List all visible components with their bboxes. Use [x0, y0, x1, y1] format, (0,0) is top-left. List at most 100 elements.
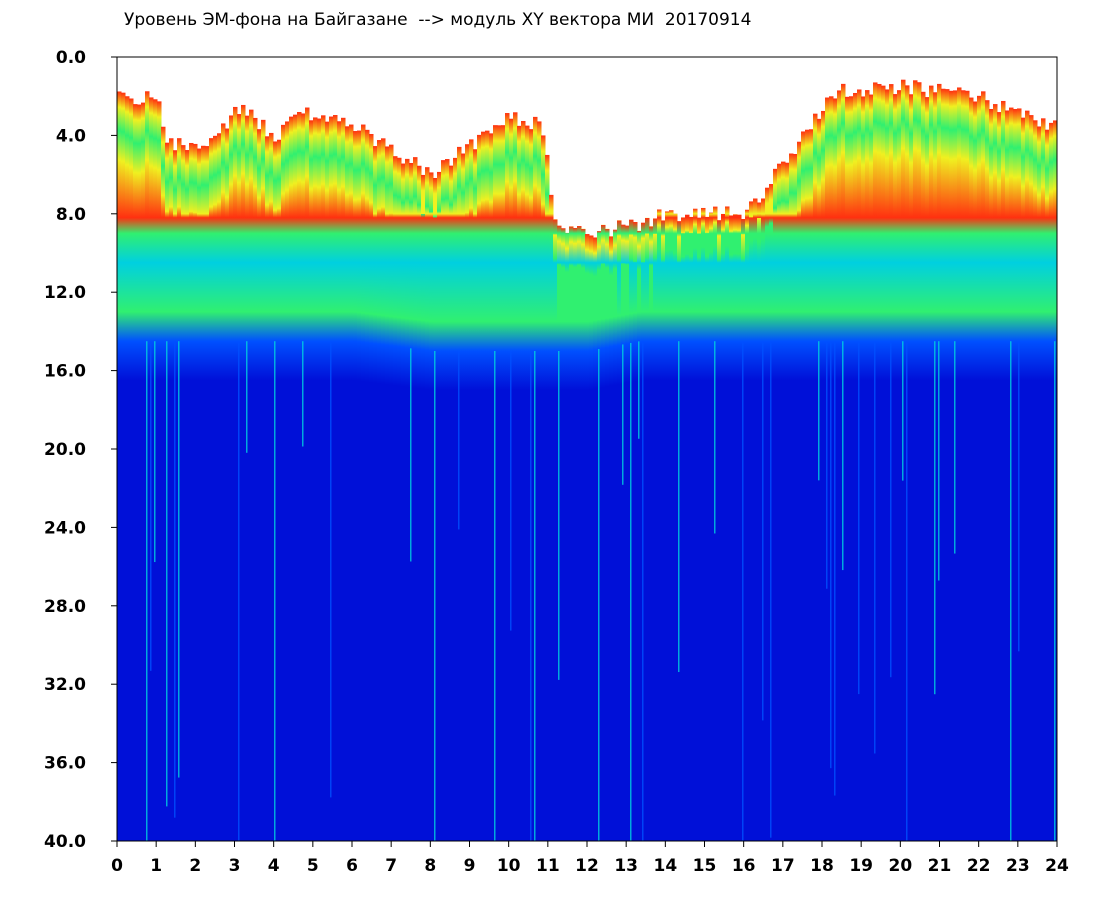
heatmap-area	[117, 79, 1058, 842]
heatmap-streak	[150, 341, 152, 671]
x-tick-label: 22	[967, 856, 991, 876]
heatmap-streak	[934, 341, 936, 695]
heatmap-column	[945, 89, 950, 841]
heatmap-column	[565, 232, 570, 841]
heatmap-column	[341, 117, 346, 841]
heatmap-column	[277, 139, 282, 841]
heatmap-column	[137, 104, 142, 842]
y-tick-label: 40.0	[44, 832, 86, 852]
heatmap-streak	[874, 341, 876, 754]
heatmap-column	[981, 91, 986, 841]
heatmap-column	[121, 92, 126, 842]
x-tick-label: 5	[307, 856, 319, 876]
heatmap-column	[261, 119, 266, 841]
heatmap-column	[253, 117, 258, 842]
heatmap-column	[593, 237, 598, 841]
heatmap-column	[397, 157, 402, 841]
heatmap-column	[417, 165, 422, 842]
heatmap-column	[501, 125, 506, 841]
heatmap-column	[313, 117, 318, 842]
heatmap-column	[813, 113, 818, 841]
heatmap-column	[245, 115, 250, 842]
x-tick-label: 11	[536, 856, 560, 876]
heatmap-column	[749, 201, 754, 842]
heatmap-column	[837, 90, 842, 842]
heatmap-column	[421, 174, 426, 841]
heatmap-streak	[598, 349, 600, 841]
heatmap-column	[705, 216, 710, 841]
heatmap-column	[685, 214, 690, 841]
heatmap-column	[385, 146, 390, 841]
heatmap-column	[577, 226, 582, 842]
heatmap-streak	[146, 341, 148, 841]
heatmap-column	[301, 113, 306, 842]
heatmap-column	[849, 96, 854, 842]
heatmap-column	[845, 96, 850, 841]
heatmap-streak	[238, 341, 240, 841]
heatmap-column	[133, 104, 138, 842]
heatmap-column	[129, 98, 134, 841]
heatmap-column	[653, 218, 658, 842]
heatmap-column	[305, 107, 310, 842]
heatmap-column	[281, 124, 286, 841]
heatmap-column	[709, 212, 714, 841]
x-tick-label: 18	[810, 856, 834, 876]
x-tick-label: 0	[111, 856, 123, 876]
heatmap-column	[561, 228, 566, 841]
y-tick-label: 20.0	[44, 440, 86, 460]
heatmap-column	[221, 123, 226, 842]
heatmap-streak	[902, 341, 904, 481]
heatmap-streak	[530, 351, 532, 841]
heatmap-column	[701, 207, 706, 841]
heatmap-streak	[246, 341, 248, 453]
heatmap-column	[1013, 109, 1018, 842]
heatmap-column	[621, 224, 626, 842]
heatmap-column	[549, 194, 554, 842]
heatmap-column	[413, 157, 418, 841]
heatmap-column	[721, 213, 726, 841]
heatmap-column	[293, 114, 298, 841]
heatmap-column	[401, 163, 406, 841]
heatmap-column	[541, 135, 546, 841]
heatmap-column	[865, 90, 870, 842]
heatmap-column	[805, 129, 810, 841]
heatmap-streak	[938, 341, 940, 581]
heatmap-column	[361, 124, 366, 842]
heatmap-streak	[166, 341, 168, 807]
heatmap-column	[649, 226, 654, 841]
heatmap-column	[517, 125, 522, 842]
x-tick-label: 14	[653, 856, 677, 876]
heatmap-column	[205, 146, 210, 842]
heatmap-column	[1049, 122, 1054, 842]
heatmap-column	[225, 128, 230, 842]
heatmap-column	[601, 224, 606, 842]
heatmap-column	[193, 143, 198, 842]
heatmap-streak	[458, 351, 460, 530]
heatmap-column	[161, 126, 166, 842]
heatmap-column	[117, 91, 122, 842]
heatmap-streak	[330, 341, 332, 798]
heatmap-column	[373, 146, 378, 842]
heatmap-column	[665, 211, 670, 841]
heatmap-column	[125, 96, 130, 842]
heatmap-streak	[630, 342, 632, 841]
x-tick-label: 1	[150, 856, 162, 876]
heatmap-column	[297, 111, 302, 841]
heatmap-column	[797, 141, 802, 841]
heatmap-column	[489, 133, 494, 842]
heatmap-column	[573, 227, 578, 842]
heatmap-column	[461, 153, 466, 841]
heatmap-streak	[890, 341, 892, 678]
heatmap-streak	[534, 351, 536, 841]
heatmap-column	[485, 130, 490, 841]
y-tick-label: 16.0	[44, 362, 86, 382]
heatmap-column	[317, 118, 322, 842]
x-tick-label: 4	[268, 856, 280, 876]
heatmap-column	[441, 160, 446, 842]
heatmap-column	[569, 226, 574, 841]
heatmap-column	[1037, 126, 1042, 842]
heatmap-column	[917, 82, 922, 841]
heatmap-column	[785, 162, 790, 842]
heatmap-column	[781, 161, 786, 841]
heatmap-streak	[818, 341, 820, 481]
